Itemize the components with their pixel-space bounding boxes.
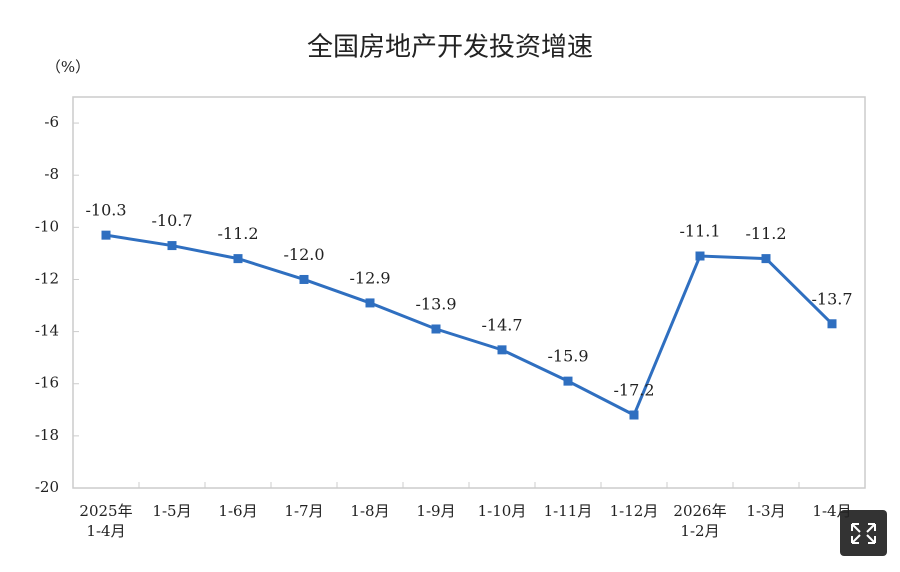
expand-button[interactable]	[840, 510, 887, 556]
y-tick-label: -12	[35, 269, 59, 287]
y-tick-label: -14	[35, 322, 59, 340]
data-label: -13.7	[811, 289, 852, 308]
y-tick-label: -16	[35, 374, 59, 392]
data-point	[695, 251, 705, 261]
x-tick-label: 1-5月	[152, 502, 191, 520]
data-line	[105, 233, 834, 418]
data-label: -12.0	[283, 245, 324, 264]
unit-label: （%）	[46, 58, 90, 76]
chart-title: 全国房地产开发投资增速	[307, 33, 593, 63]
x-tick-label: 1-10月	[478, 502, 527, 520]
y-tick-label: -6	[44, 113, 59, 131]
x-tick-label: 1-3月	[746, 502, 785, 520]
data-point	[563, 376, 573, 386]
x-tick-label: 1-12月	[610, 502, 659, 520]
data-label: -14.7	[481, 315, 522, 334]
y-tick-label: -8	[44, 165, 59, 183]
x-tick-label: 1-7月	[284, 502, 323, 520]
x-tick-label: 1-6月	[218, 502, 257, 520]
x-tick-label: 1-9月	[416, 502, 455, 520]
expand-bg[interactable]	[840, 510, 887, 556]
data-label: -11.2	[217, 224, 258, 243]
data-label: -12.9	[349, 268, 390, 287]
y-tick-label: -20	[35, 478, 59, 496]
data-point	[629, 410, 639, 420]
data-label: -11.1	[679, 222, 720, 241]
x-tick-label: 2025年 1-4月	[79, 502, 132, 540]
data-point	[827, 319, 837, 329]
data-label: -10.3	[85, 201, 126, 220]
data-point	[431, 324, 441, 334]
data-label: -11.2	[745, 224, 786, 243]
expand-icon[interactable]	[851, 523, 876, 544]
x-tick-label: 1-11月	[544, 502, 593, 520]
data-point	[299, 274, 309, 284]
data-point	[233, 254, 243, 264]
data-label: -17.2	[613, 381, 654, 400]
x-tick-label: 2026年 1-2月	[673, 502, 726, 540]
data-point	[497, 345, 507, 355]
data-label: -15.9	[547, 347, 588, 366]
data-point	[761, 254, 771, 264]
data-point	[365, 298, 375, 308]
x-tick-label: 1-8月	[350, 502, 389, 520]
data-label: -10.7	[151, 211, 192, 230]
data-label: -13.9	[415, 294, 456, 313]
y-tick-label: -10	[35, 217, 59, 235]
y-tick-label: -18	[35, 426, 59, 444]
plot-frame	[72, 96, 866, 489]
data-point	[101, 230, 111, 240]
data-point	[167, 241, 177, 251]
x-tick-label: 1-4月	[812, 502, 851, 520]
